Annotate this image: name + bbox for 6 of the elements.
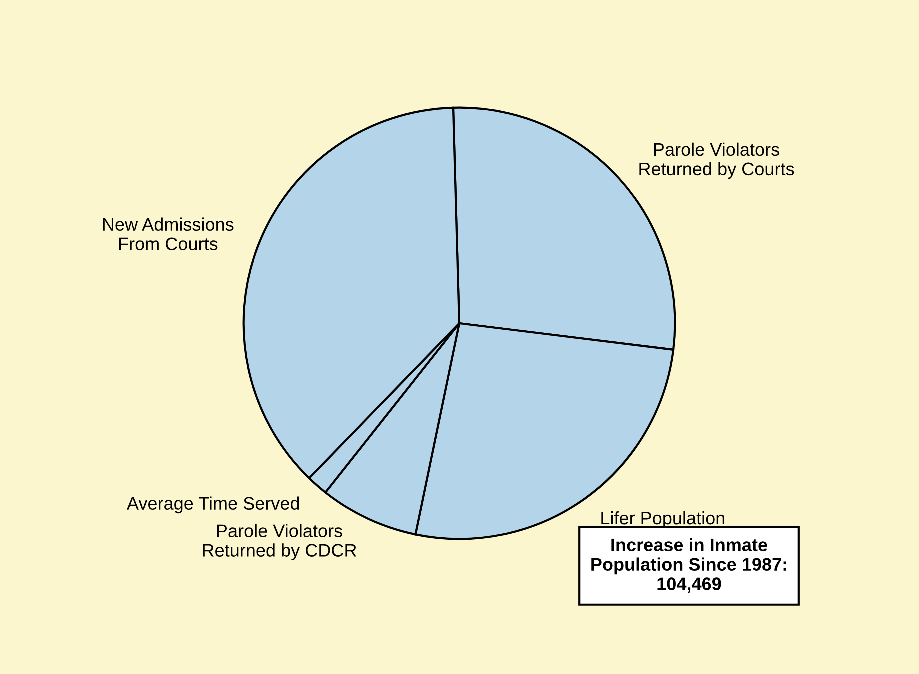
text: Increase in Inmate Population Since 1987: 104,469	[592, 538, 786, 594]
slice-label: Parole Violators Returned by CDCR	[203, 524, 356, 561]
slice-label: Parole Violators Returned by Courts	[640, 142, 794, 180]
slice-label: New Admissions From Courts	[103, 218, 234, 250]
slice-label: Lifer Population	[602, 511, 724, 528]
slice-label: Average Time Served	[127, 496, 300, 514]
